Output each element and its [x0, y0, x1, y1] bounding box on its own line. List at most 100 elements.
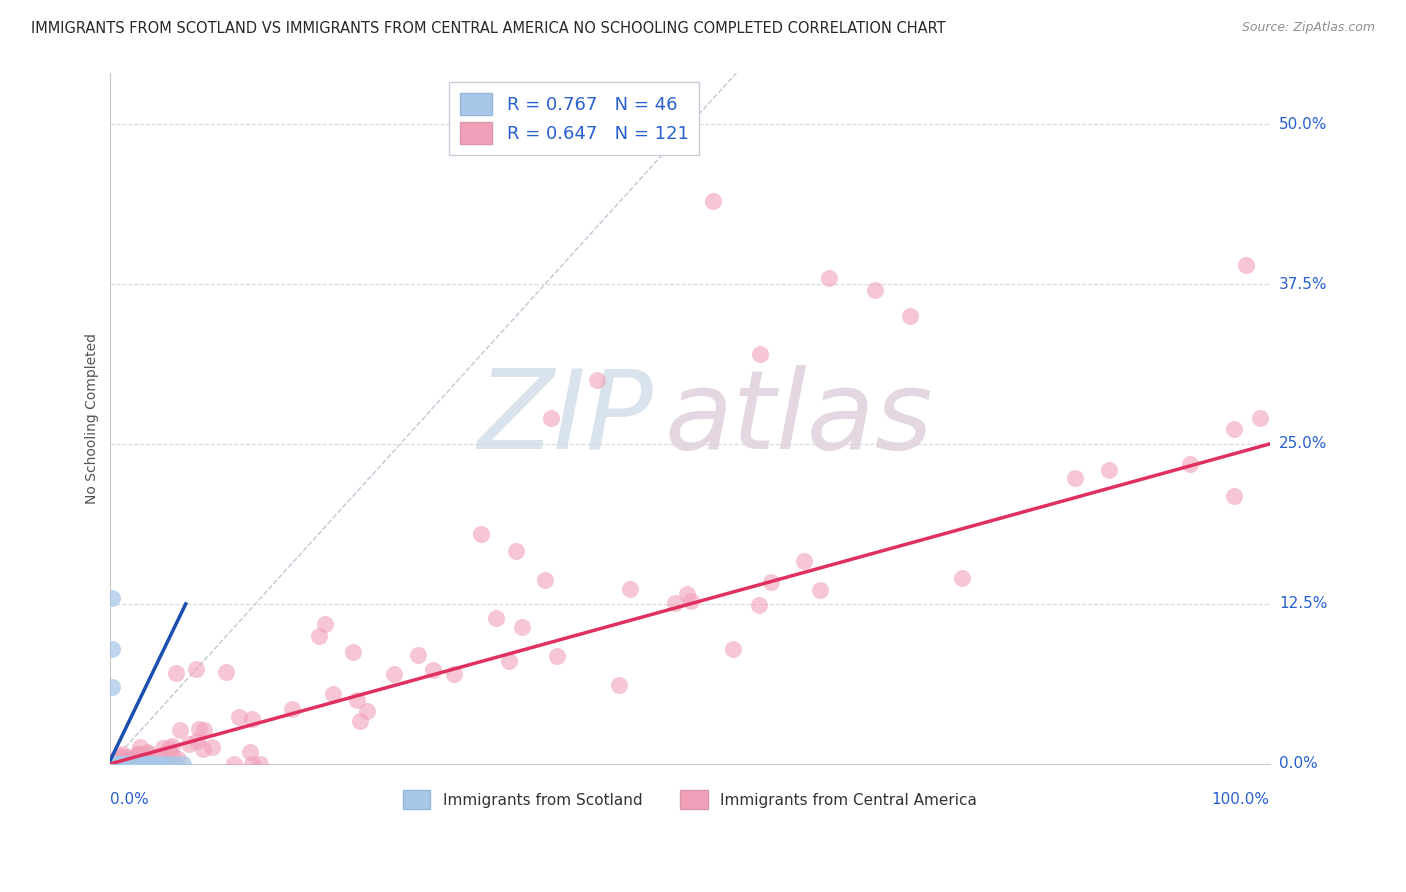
Point: [898, 309, 921, 323]
Point: [127, 747, 149, 762]
Point: [125, 756, 148, 771]
Legend: Immigrants from Scotland, Immigrants from Central America: Immigrants from Scotland, Immigrants fro…: [396, 784, 983, 815]
Point: [865, 284, 887, 298]
Point: [349, 714, 371, 728]
Text: 100.0%: 100.0%: [1212, 791, 1270, 806]
Point: [120, 756, 142, 771]
Point: [124, 756, 146, 771]
Point: [110, 753, 132, 767]
Point: [470, 526, 492, 541]
Point: [103, 754, 125, 768]
Point: [118, 756, 141, 771]
Point: [101, 756, 124, 771]
Point: [135, 745, 157, 759]
Text: Source: ZipAtlas.com: Source: ZipAtlas.com: [1241, 21, 1375, 34]
Point: [104, 756, 127, 771]
Point: [322, 687, 344, 701]
Point: [240, 712, 263, 726]
Point: [105, 756, 128, 771]
Point: [308, 629, 330, 643]
Point: [808, 582, 831, 597]
Point: [664, 596, 686, 610]
Point: [107, 752, 129, 766]
Point: [443, 667, 465, 681]
Point: [215, 665, 238, 680]
Point: [281, 702, 304, 716]
Point: [100, 680, 122, 694]
Point: [950, 571, 973, 585]
Y-axis label: No Schooling Completed: No Schooling Completed: [86, 333, 100, 504]
Point: [128, 739, 150, 754]
Point: [586, 373, 609, 387]
Point: [100, 591, 122, 605]
Point: [160, 739, 183, 754]
Point: [356, 704, 378, 718]
Point: [136, 746, 159, 760]
Point: [111, 756, 134, 771]
Point: [150, 747, 173, 762]
Point: [382, 666, 405, 681]
Point: [498, 654, 520, 668]
Point: [166, 752, 188, 766]
Point: [139, 756, 162, 771]
Point: [186, 734, 208, 748]
Point: [100, 756, 122, 771]
Point: [105, 756, 128, 771]
Point: [117, 756, 139, 771]
Point: [546, 649, 568, 664]
Point: [132, 750, 155, 764]
Point: [108, 748, 131, 763]
Point: [681, 594, 703, 608]
Point: [115, 749, 138, 764]
Point: [748, 347, 770, 361]
Point: [1234, 258, 1257, 272]
Point: [127, 756, 149, 771]
Point: [128, 754, 150, 768]
Point: [146, 756, 169, 771]
Point: [129, 756, 152, 771]
Point: [191, 741, 214, 756]
Point: [110, 756, 132, 771]
Point: [228, 710, 250, 724]
Point: [125, 756, 148, 771]
Point: [103, 753, 125, 767]
Point: [115, 755, 138, 769]
Point: [105, 756, 128, 771]
Point: [128, 747, 150, 761]
Point: [619, 582, 641, 596]
Text: 0.0%: 0.0%: [1279, 756, 1317, 772]
Point: [152, 740, 174, 755]
Point: [108, 756, 131, 771]
Point: [1178, 457, 1201, 471]
Point: [143, 756, 166, 771]
Point: [184, 662, 207, 676]
Point: [111, 756, 134, 771]
Point: [111, 756, 134, 771]
Point: [107, 756, 129, 771]
Point: [101, 756, 124, 771]
Point: [103, 756, 125, 771]
Point: [169, 723, 191, 738]
Point: [146, 750, 169, 764]
Point: [172, 756, 194, 771]
Point: [510, 619, 533, 633]
Point: [165, 665, 187, 680]
Point: [101, 756, 124, 771]
Point: [1223, 421, 1246, 435]
Point: [721, 642, 744, 657]
Point: [103, 756, 125, 770]
Point: [111, 754, 134, 768]
Point: [112, 756, 135, 771]
Point: [540, 411, 562, 425]
Point: [131, 750, 153, 764]
Point: [108, 756, 131, 771]
Point: [201, 739, 224, 754]
Point: [818, 270, 841, 285]
Point: [114, 756, 136, 771]
Point: [314, 617, 336, 632]
Point: [105, 756, 128, 770]
Point: [534, 573, 557, 587]
Text: ZIP: ZIP: [477, 365, 652, 472]
Point: [118, 756, 141, 771]
Point: [121, 756, 143, 771]
